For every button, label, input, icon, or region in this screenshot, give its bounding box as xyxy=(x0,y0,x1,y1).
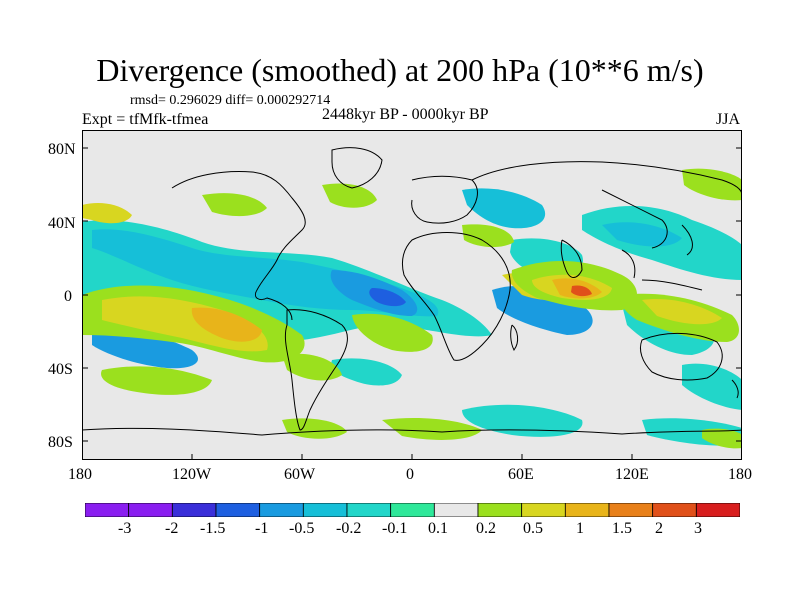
colorbar-box xyxy=(564,503,610,517)
colorbar-label: -0.5 xyxy=(289,520,315,537)
divergence-region xyxy=(382,418,482,440)
divergence-region xyxy=(369,288,406,307)
x-tick-label: 120E xyxy=(615,466,649,483)
colorbar-label: -3 xyxy=(118,520,132,537)
y-tick-label: 40N xyxy=(48,215,76,232)
coastlines xyxy=(82,147,742,436)
coastline-north-america xyxy=(171,171,306,321)
colorbar-label: -1 xyxy=(255,520,269,537)
period-label: 2448kyr BP - 0000kyr BP xyxy=(322,106,489,123)
colorbar-label: 2 xyxy=(655,520,663,537)
colorbar-label: 0.1 xyxy=(428,520,448,537)
divergence-region xyxy=(462,224,514,248)
colorbar-box xyxy=(390,503,435,517)
colorbar-label: 1 xyxy=(576,520,584,537)
colorbar-box xyxy=(128,503,173,517)
colorbar-label: 1.5 xyxy=(612,520,632,537)
colorbar-box xyxy=(215,503,261,517)
divergence-region xyxy=(191,307,262,342)
coastline-asia xyxy=(471,161,742,256)
colorbar-label: 3 xyxy=(694,520,702,537)
x-tick-label: 60W xyxy=(284,466,316,483)
colorbar-box xyxy=(85,503,130,517)
colorbar-box xyxy=(652,503,697,517)
y-tick-label: 80S xyxy=(48,434,73,451)
divergence-region xyxy=(282,353,342,381)
colorbar xyxy=(85,503,740,517)
y-tick-label: 80N xyxy=(48,141,76,158)
divergence-region xyxy=(682,363,742,410)
colorbar-label: -0.1 xyxy=(382,520,408,537)
x-tick-label: 180 xyxy=(728,466,752,483)
coastline-africa xyxy=(401,232,511,361)
coastline-india xyxy=(560,239,583,278)
divergence-region xyxy=(202,193,267,217)
coastline-southeast-asia xyxy=(621,249,703,291)
divergence-region xyxy=(571,285,592,297)
divergence-region xyxy=(462,404,583,437)
colorbar-boxes xyxy=(85,503,740,517)
colorbar-box xyxy=(521,503,566,517)
colorbar-label: -1.5 xyxy=(200,520,226,537)
x-tick-label: 120W xyxy=(172,466,212,483)
colorbar-label: -2 xyxy=(165,520,179,537)
y-tick-label: 0 xyxy=(64,288,72,305)
coastline-greenland xyxy=(331,147,383,189)
colorbar-label: 0.5 xyxy=(523,520,543,537)
chart-title: Divergence (smoothed) at 200 hPa (10**6 … xyxy=(96,52,704,88)
coastline-antarctica xyxy=(82,427,742,436)
coastline-new-zealand xyxy=(731,379,739,399)
coastline-madagascar xyxy=(510,324,519,351)
contour-fields xyxy=(82,168,742,449)
colorbar-label: 0.2 xyxy=(476,520,496,537)
experiment-label: Expt = tfMfk-tfmea xyxy=(82,111,209,128)
colorbar-box xyxy=(302,503,348,517)
x-tick-label: 180 xyxy=(68,466,92,483)
divergence-region xyxy=(331,358,402,386)
coastline-south-america xyxy=(284,309,348,431)
x-tick-label: 0 xyxy=(406,466,414,483)
x-tick-label: 60E xyxy=(508,466,534,483)
stats-line: rmsd= 0.296029 diff= 0.000292714 xyxy=(130,93,331,108)
divergence-region xyxy=(322,183,377,208)
divergence-region xyxy=(702,428,742,449)
y-tick-label: 40S xyxy=(48,361,73,378)
divergence-region xyxy=(682,168,742,201)
axis-ticks xyxy=(82,147,742,460)
divergence-map xyxy=(82,130,742,460)
colorbar-box xyxy=(433,503,479,517)
divergence-region xyxy=(82,203,132,224)
divergence-region xyxy=(101,366,212,395)
coastline-europe xyxy=(411,175,478,224)
colorbar-box xyxy=(477,503,523,517)
divergence-region xyxy=(602,222,682,247)
colorbar-box xyxy=(695,503,740,517)
colorbar-box xyxy=(171,503,217,517)
divergence-region xyxy=(92,328,198,369)
colorbar-box xyxy=(259,503,304,517)
colorbar-label: -0.2 xyxy=(336,520,362,537)
divergence-region xyxy=(462,188,546,229)
colorbar-box xyxy=(346,503,392,517)
divergence-region xyxy=(352,313,433,352)
coastline-australia xyxy=(639,332,723,381)
season-label: JJA xyxy=(716,111,741,128)
colorbar-box xyxy=(608,503,654,517)
divergence-region xyxy=(642,299,722,325)
